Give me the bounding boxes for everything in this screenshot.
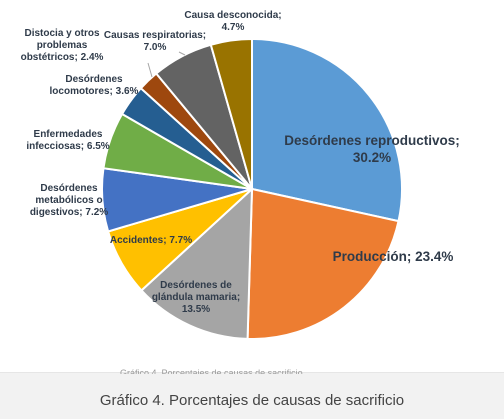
pie-chart: Desórdenes reproductivos; 30.2% Producción… <box>21 10 460 340</box>
slice-label-mammary: Desórdenes de glándula mamaria; 13.5% <box>152 280 240 315</box>
slice-label-production: Producción; 23.4% <box>333 249 454 264</box>
slice-label-metabolic: Desórdenes metabólicos o digestivos; 7.2% <box>30 183 108 218</box>
pie-slice-mammary <box>140 186 254 340</box>
pie-slice-unknown <box>209 37 253 190</box>
slice-label-dystocia: Distocia y otros problemas obstétricos; 2.… <box>21 28 104 63</box>
leader-line-dystocia <box>147 62 153 78</box>
slice-label-respiratory: Causas respiratorias; 7.0% <box>104 30 206 53</box>
slice-label-locomotor: Desórdenes locomotores; 3.6% <box>50 74 139 97</box>
slice-label-reproductive: Desórdenes reproductivos; 30.2% <box>284 133 460 165</box>
cut-off-caption-text: Gráfico 4. Porcentajes de causas de sacr… <box>120 368 303 374</box>
leader-line-respiratory <box>178 51 186 56</box>
pie-slice-reproductive <box>251 37 403 223</box>
slice-label-accidents: Accidentes; 7.7% <box>110 235 192 246</box>
slice-label-unknown: Causa desconocida; 4.7% <box>184 10 281 33</box>
slice-label-infectious: Enfermedades infecciosas; 6.5% <box>26 129 109 152</box>
chart-panel: Desórdenes reproductivos; 30.2% Producción… <box>0 0 504 374</box>
pie-slice-production <box>246 187 400 340</box>
figure-caption: Gráfico 4. Porcentajes de causas de sacr… <box>99 392 405 409</box>
